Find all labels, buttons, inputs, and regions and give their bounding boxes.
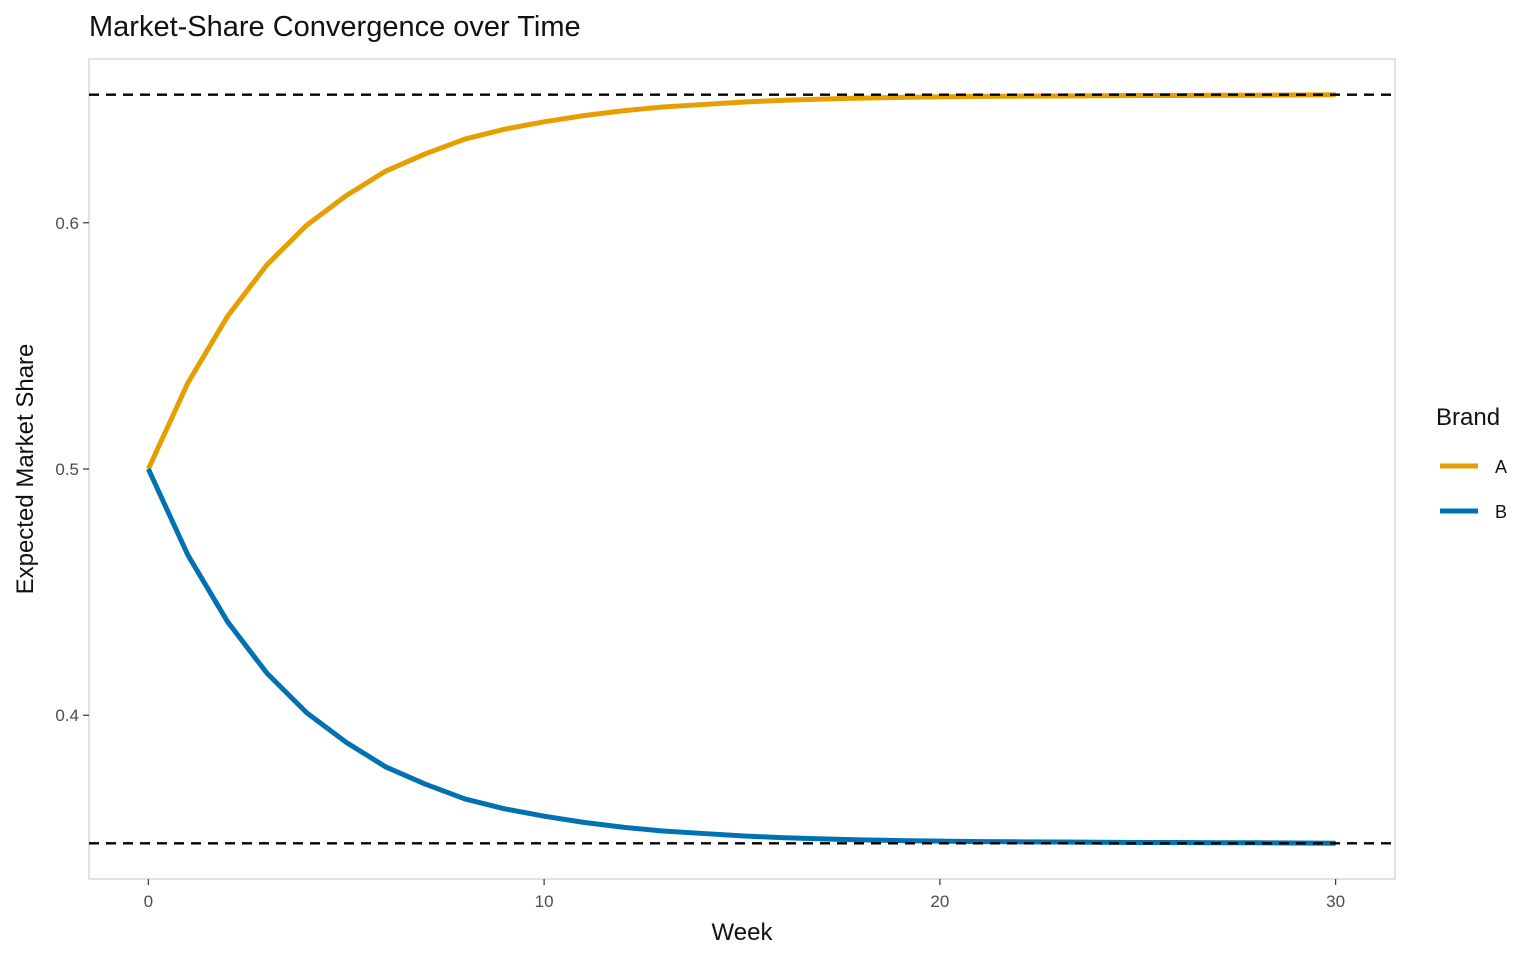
- legend-label-A: A: [1495, 457, 1507, 477]
- legend: Brand A B: [1436, 404, 1507, 522]
- y-tick-label: 0.6: [55, 214, 79, 233]
- x-axis: 0 10 20 30: [144, 879, 1345, 911]
- x-axis-title: Week: [712, 919, 774, 946]
- legend-title: Brand: [1436, 404, 1500, 431]
- y-tick-label: 0.5: [55, 460, 79, 479]
- chart-title: Market-Share Convergence over Time: [89, 11, 581, 43]
- x-tick-label: 10: [535, 892, 554, 911]
- plot-panel: [88, 58, 1396, 880]
- series-line-B: [146, 467, 1336, 846]
- series-lines: [146, 92, 1336, 846]
- legend-label-B: B: [1495, 502, 1507, 522]
- x-tick-label: 20: [930, 892, 949, 911]
- y-axis: 0.4 0.5 0.6: [55, 214, 89, 725]
- y-tick-label: 0.4: [55, 706, 79, 725]
- series-line-A: [146, 92, 1336, 471]
- reference-lines: [89, 93, 1395, 845]
- x-tick-label: 0: [144, 892, 153, 911]
- x-tick-label: 30: [1326, 892, 1345, 911]
- y-axis-title: Expected Market Share: [12, 344, 39, 595]
